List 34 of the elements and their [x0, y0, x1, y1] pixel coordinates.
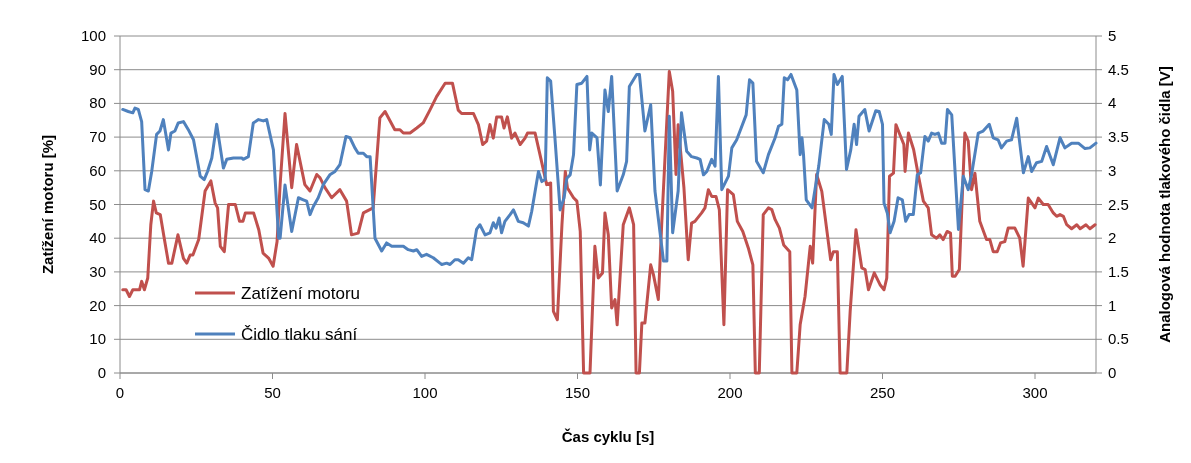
- legend-label: Čidlo tlaku sání: [241, 325, 358, 344]
- y2-tick-label: 1.5: [1108, 262, 1129, 280]
- y-tick-label: 10: [89, 330, 106, 348]
- y-tick-label: 20: [89, 296, 106, 314]
- y2-tick-label: 0: [1108, 364, 1117, 381]
- y2-tick-label: 1: [1108, 296, 1117, 314]
- y2-axis-title: Analogová hodnota tlakového čidla [V]: [1156, 66, 1173, 343]
- y2-tick-label: 3: [1108, 161, 1117, 179]
- y2-tick-label: 5: [1108, 27, 1117, 44]
- y2-tick-label: 4: [1108, 94, 1117, 112]
- y-tick-label: 0: [97, 364, 106, 381]
- y-tick-label: 30: [89, 262, 106, 280]
- x-tick-label: 300: [1022, 384, 1048, 401]
- x-tick-label: 200: [717, 384, 743, 401]
- y-tick-label: 80: [89, 94, 106, 112]
- y-tick-label: 70: [89, 128, 106, 146]
- y-tick-label: 100: [80, 27, 106, 44]
- y-axis-title: Zatížení motoru [%]: [39, 134, 56, 275]
- x-tick-label: 100: [412, 384, 438, 401]
- y2-tick-label: 3.5: [1108, 128, 1129, 146]
- y2-tick-label: 4.5: [1108, 60, 1129, 78]
- y-tick-label: 50: [89, 195, 106, 213]
- y2-tick-label: 0.5: [1108, 330, 1129, 348]
- y-tick-label: 40: [89, 229, 106, 247]
- y2-tick-label: 2.5: [1108, 195, 1129, 213]
- x-tick-label: 250: [869, 384, 896, 401]
- legend-label: Zatížení motoru: [241, 284, 361, 303]
- y-tick-label: 90: [89, 60, 106, 78]
- y-tick-label: 60: [89, 161, 106, 179]
- x-tick-label: 150: [564, 384, 591, 401]
- x-axis-title: Čas cyklu [s]: [561, 428, 655, 445]
- x-tick-label: 50: [264, 384, 281, 401]
- y2-tick-label: 2: [1108, 229, 1117, 247]
- x-tick-label: 0: [115, 384, 125, 401]
